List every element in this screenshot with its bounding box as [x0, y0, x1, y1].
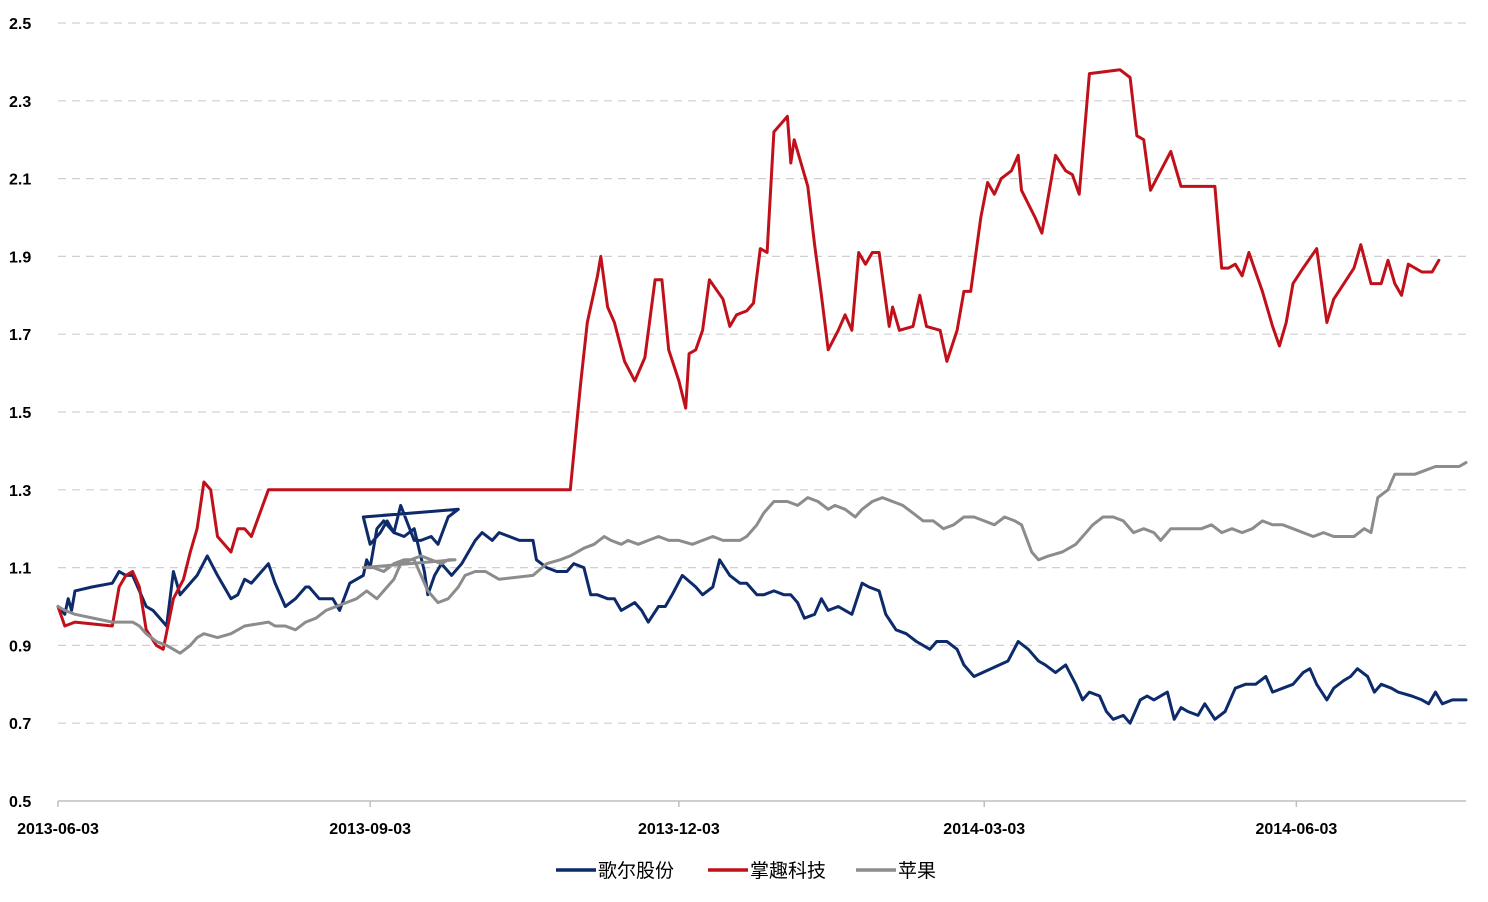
x-tick-label: 2013-12-03 — [638, 821, 720, 838]
series-line-2 — [56, 68, 1441, 651]
x-tick-label: 2013-09-03 — [329, 821, 411, 838]
legend-label: 苹果 — [898, 860, 936, 882]
grid-lines — [58, 22, 1466, 724]
x-axis: 2013-06-03 2013-09-03 2013-12-03 2014-03-03… — [17, 800, 1466, 838]
y-tick-label: 0.9 — [9, 638, 31, 655]
legend-label: 掌趣科技 — [750, 860, 826, 882]
series-lines — [56, 68, 1468, 725]
y-tick-label: 1.1 — [9, 561, 31, 578]
y-tick-label: 1.3 — [9, 483, 31, 500]
y-tick-label: 0.5 — [9, 794, 31, 811]
x-tick-label: 2014-03-03 — [943, 821, 1025, 838]
legend-label: 歌尔股份 — [598, 860, 674, 882]
y-tick-label: 1.9 — [9, 249, 31, 266]
y-tick-label: 2.5 — [9, 16, 31, 33]
series-line-3 — [56, 461, 1468, 655]
x-tick-label: 2014-06-03 — [1255, 821, 1337, 838]
y-tick-label: 2.1 — [9, 172, 31, 189]
legend: 歌尔股份 掌趣科技 苹果 — [556, 860, 936, 882]
y-tick-label: 0.7 — [9, 716, 31, 733]
y-tick-label: 2.3 — [9, 94, 31, 111]
x-tick-label: 2013-06-03 — [17, 821, 99, 838]
y-axis: 0.5 0.7 0.9 1.1 1.3 1.5 1.7 1.9 2.1 2.3 2.5 — [9, 16, 31, 811]
series-line-1 — [56, 503, 1468, 725]
y-tick-label: 1.5 — [9, 405, 31, 422]
y-tick-label: 1.7 — [9, 327, 31, 344]
